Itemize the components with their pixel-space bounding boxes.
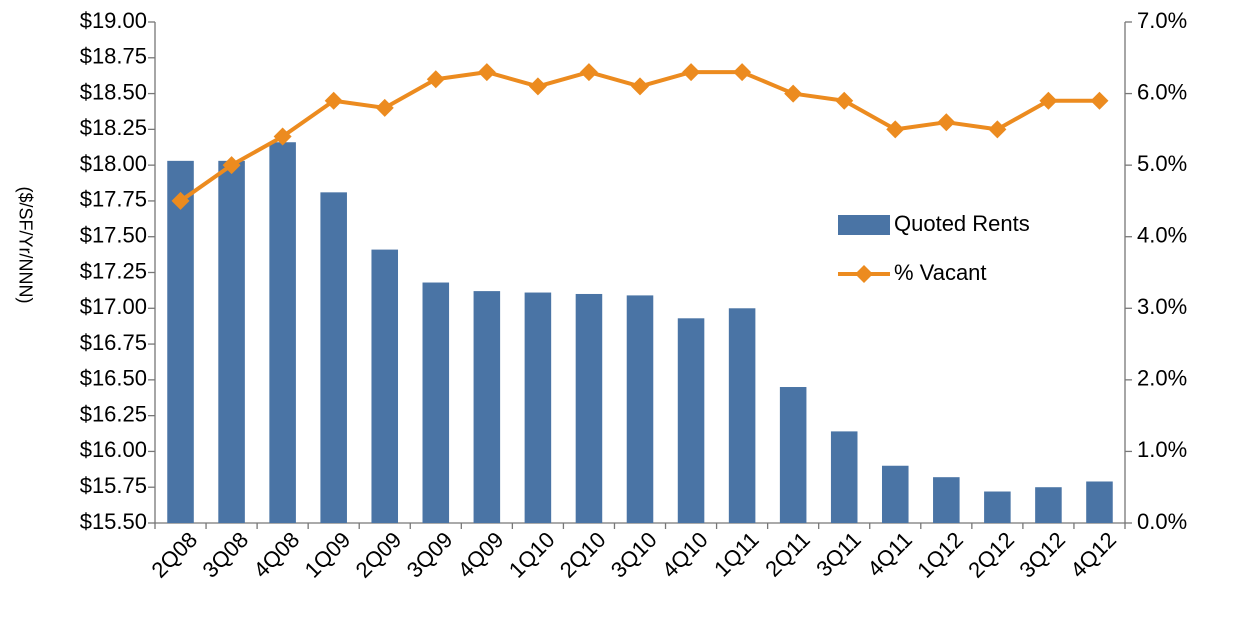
y2-tick-label: 4.0% bbox=[1137, 223, 1187, 248]
legend-swatch bbox=[838, 215, 890, 235]
y-tick-label: $16.50 bbox=[80, 366, 147, 391]
y-tick-label: $18.50 bbox=[80, 79, 147, 104]
line-marker bbox=[682, 63, 701, 82]
y-tick-label: $18.75 bbox=[80, 44, 147, 69]
y2-tick-label: 7.0% bbox=[1137, 8, 1187, 33]
legend-label: % Vacant bbox=[894, 260, 987, 285]
bar bbox=[984, 491, 1011, 523]
bar bbox=[524, 292, 552, 523]
y-tick-label: $16.00 bbox=[80, 437, 147, 462]
x-tick-label: 4Q08 bbox=[249, 527, 305, 583]
x-tick-label: 3Q08 bbox=[197, 527, 253, 583]
bar bbox=[320, 192, 347, 523]
line-marker bbox=[631, 77, 649, 96]
line-marker bbox=[528, 77, 547, 96]
x-tick-label: 4Q11 bbox=[862, 527, 917, 582]
line-marker bbox=[835, 91, 854, 110]
line-marker bbox=[784, 84, 803, 103]
line-marker bbox=[937, 113, 956, 132]
bar bbox=[473, 291, 501, 523]
line-marker bbox=[988, 120, 1007, 139]
bar bbox=[626, 295, 654, 523]
x-tick-label: 4Q10 bbox=[657, 527, 713, 583]
x-tick-label: 2Q09 bbox=[351, 527, 407, 583]
bar bbox=[677, 318, 705, 523]
y-axis-label: ($/SF/Yr/NNN) bbox=[15, 187, 35, 304]
bar bbox=[779, 387, 807, 523]
x-tick-label: 2Q11 bbox=[760, 527, 815, 582]
y-tick-label: $15.50 bbox=[80, 509, 147, 534]
legend-label: Quoted Rents bbox=[894, 211, 1030, 236]
y2-tick-label: 5.0% bbox=[1137, 151, 1187, 176]
y-tick-label: $19.00 bbox=[80, 8, 147, 33]
line-marker bbox=[477, 63, 496, 82]
y-tick-label: $17.00 bbox=[80, 294, 147, 319]
x-tick-label: 4Q12 bbox=[1065, 527, 1121, 583]
x-tick-label: 1Q10 bbox=[504, 527, 560, 583]
x-tick-label: 1Q12 bbox=[912, 527, 968, 583]
y-tick-label: $17.25 bbox=[80, 258, 147, 283]
bar bbox=[881, 465, 909, 523]
y-tick-label: $15.75 bbox=[80, 473, 147, 498]
line-marker bbox=[273, 127, 292, 146]
line-marker bbox=[324, 91, 343, 110]
bar bbox=[422, 282, 450, 523]
x-tick-label: 2Q08 bbox=[146, 527, 202, 583]
y2-tick-label: 2.0% bbox=[1137, 366, 1187, 391]
x-tick-label: 2Q12 bbox=[963, 527, 1019, 583]
line-marker bbox=[1039, 91, 1058, 110]
line-marker bbox=[426, 70, 445, 89]
line-marker bbox=[1090, 91, 1109, 110]
y2-tick-label: 0.0% bbox=[1137, 509, 1187, 534]
x-tick-label: 3Q12 bbox=[1014, 527, 1070, 583]
y2-tick-label: 3.0% bbox=[1137, 294, 1187, 319]
x-tick-label: 3Q09 bbox=[402, 527, 458, 583]
y-tick-label: $18.25 bbox=[80, 115, 147, 140]
bar bbox=[575, 293, 603, 523]
bar bbox=[371, 249, 399, 523]
y-tick-label: $17.75 bbox=[80, 187, 147, 212]
line-marker bbox=[375, 98, 394, 117]
legend-swatch bbox=[855, 265, 873, 283]
x-tick-label: 1Q11 bbox=[709, 527, 764, 582]
line-marker bbox=[171, 191, 190, 210]
line-marker bbox=[222, 156, 241, 175]
y2-tick-label: 6.0% bbox=[1137, 79, 1187, 104]
line-marker bbox=[733, 63, 752, 82]
bar bbox=[933, 477, 960, 523]
bar bbox=[1086, 481, 1113, 523]
line-marker bbox=[886, 120, 905, 139]
y-tick-label: $18.00 bbox=[80, 151, 147, 176]
x-tick-label: 3Q11 bbox=[811, 527, 866, 582]
bar bbox=[1035, 487, 1062, 523]
bar bbox=[167, 160, 194, 523]
line-marker bbox=[579, 63, 598, 82]
y-tick-label: $16.25 bbox=[80, 401, 147, 426]
bar bbox=[269, 142, 296, 524]
x-tick-label: 1Q09 bbox=[300, 527, 356, 583]
y2-tick-label: 1.0% bbox=[1137, 437, 1187, 462]
x-tick-label: 4Q09 bbox=[453, 527, 509, 583]
bar bbox=[728, 308, 756, 523]
bar bbox=[218, 160, 245, 523]
y-tick-label: $17.50 bbox=[80, 223, 147, 248]
x-tick-label: 2Q10 bbox=[555, 527, 611, 583]
bar bbox=[830, 431, 858, 523]
x-tick-label: 3Q10 bbox=[606, 527, 662, 583]
y-tick-label: $16.75 bbox=[80, 330, 147, 355]
